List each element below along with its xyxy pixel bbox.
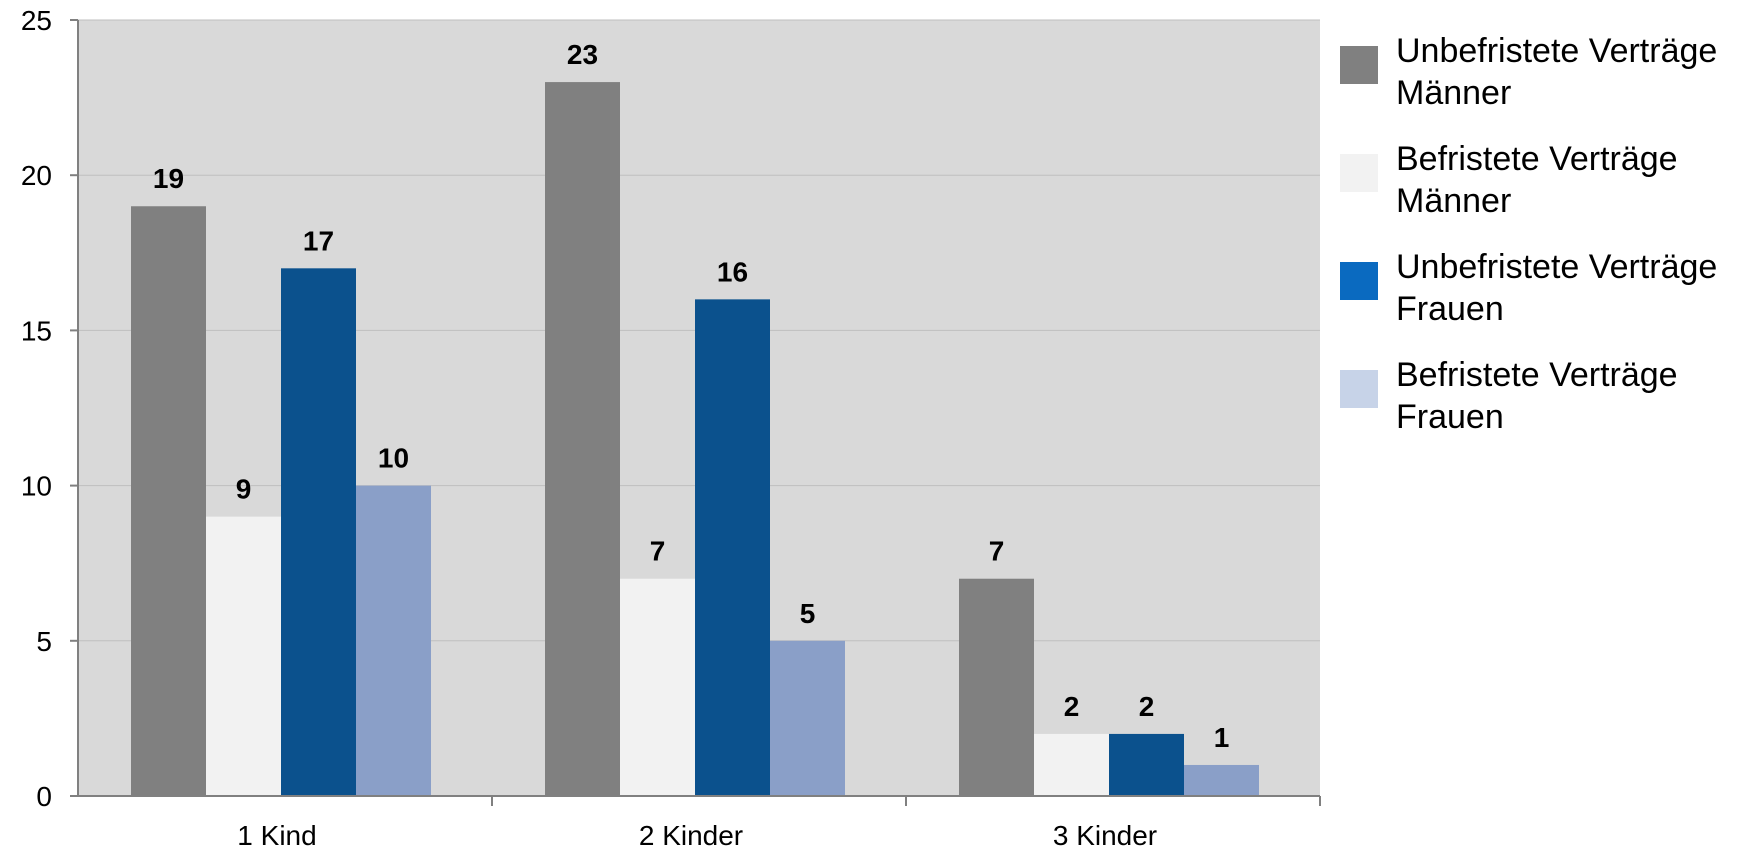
data-label: 5 <box>800 598 816 629</box>
bar <box>1034 733 1109 796</box>
legend-label: Befristete Verträge Frauen <box>1396 354 1678 438</box>
bar <box>356 485 431 796</box>
y-tick-label: 25 <box>21 5 52 36</box>
bar <box>281 268 356 796</box>
legend-swatch <box>1340 46 1378 84</box>
legend-swatch <box>1340 154 1378 192</box>
legend-label-line: Männer <box>1396 182 1512 220</box>
x-tick-label: 2 Kinder <box>639 820 743 851</box>
legend-label-line: Unbefristete Verträge <box>1396 248 1718 286</box>
data-label: 19 <box>153 163 184 194</box>
legend-item: Befristete Verträge Frauen <box>1340 354 1740 462</box>
bar <box>206 516 281 796</box>
data-label: 2 <box>1064 691 1080 722</box>
y-tick-label: 0 <box>36 781 52 812</box>
data-label: 16 <box>717 256 748 287</box>
legend-label: Unbefristete Verträge Männer <box>1396 30 1717 114</box>
x-tick-label: 3 Kinder <box>1053 820 1157 851</box>
y-tick-label: 20 <box>21 160 52 191</box>
data-label: 10 <box>378 443 409 474</box>
y-tick-label: 5 <box>36 626 52 657</box>
data-label: 23 <box>567 39 598 70</box>
legend-label-line: Männer <box>1396 74 1512 112</box>
bar <box>545 82 620 796</box>
legend-swatch <box>1340 262 1378 300</box>
bar-series <box>131 82 1259 797</box>
legend-label-line: Frauen <box>1396 398 1504 436</box>
bar <box>620 578 695 796</box>
y-tick-label: 15 <box>21 315 52 346</box>
data-labels: 19 9 17 10 23 7 16 5 7 2 2 1 <box>153 39 1229 753</box>
bar <box>959 578 1034 796</box>
data-label: 2 <box>1139 691 1155 722</box>
legend-item: Unbefristete Verträge Frauen <box>1340 246 1740 354</box>
y-tick-labels: 0 5 10 15 20 25 <box>21 5 52 812</box>
legend-item: Befristete Verträge Männer <box>1340 138 1740 246</box>
data-label: 1 <box>1214 722 1230 753</box>
legend-label-line: Frauen <box>1396 290 1504 328</box>
x-tick-labels: 1 Kind 2 Kinder 3 Kinder <box>237 820 1157 851</box>
bar <box>131 206 206 797</box>
bar <box>770 640 845 796</box>
axes <box>70 19 1321 806</box>
legend-label-line: Befristete Verträge <box>1396 140 1678 178</box>
data-label: 9 <box>236 474 252 505</box>
y-tick-label: 10 <box>21 471 52 502</box>
data-label: 7 <box>650 536 666 567</box>
bar <box>1184 764 1259 796</box>
legend-label-line: Befristete Verträge <box>1396 356 1678 394</box>
legend-label-line: Unbefristete Verträge <box>1396 32 1718 70</box>
x-tick-label: 1 Kind <box>237 820 316 851</box>
legend-swatch <box>1340 370 1378 408</box>
legend: Unbefristete Verträge Männer Befristete Ve… <box>1340 30 1740 462</box>
legend-label: Befristete Verträge Männer <box>1396 138 1678 222</box>
legend-item: Unbefristete Verträge Männer <box>1340 30 1740 138</box>
bar <box>1109 733 1184 796</box>
bar <box>695 299 770 796</box>
data-label: 7 <box>989 536 1005 567</box>
legend-label: Unbefristete Verträge Frauen <box>1396 246 1717 330</box>
data-label: 17 <box>303 225 334 256</box>
